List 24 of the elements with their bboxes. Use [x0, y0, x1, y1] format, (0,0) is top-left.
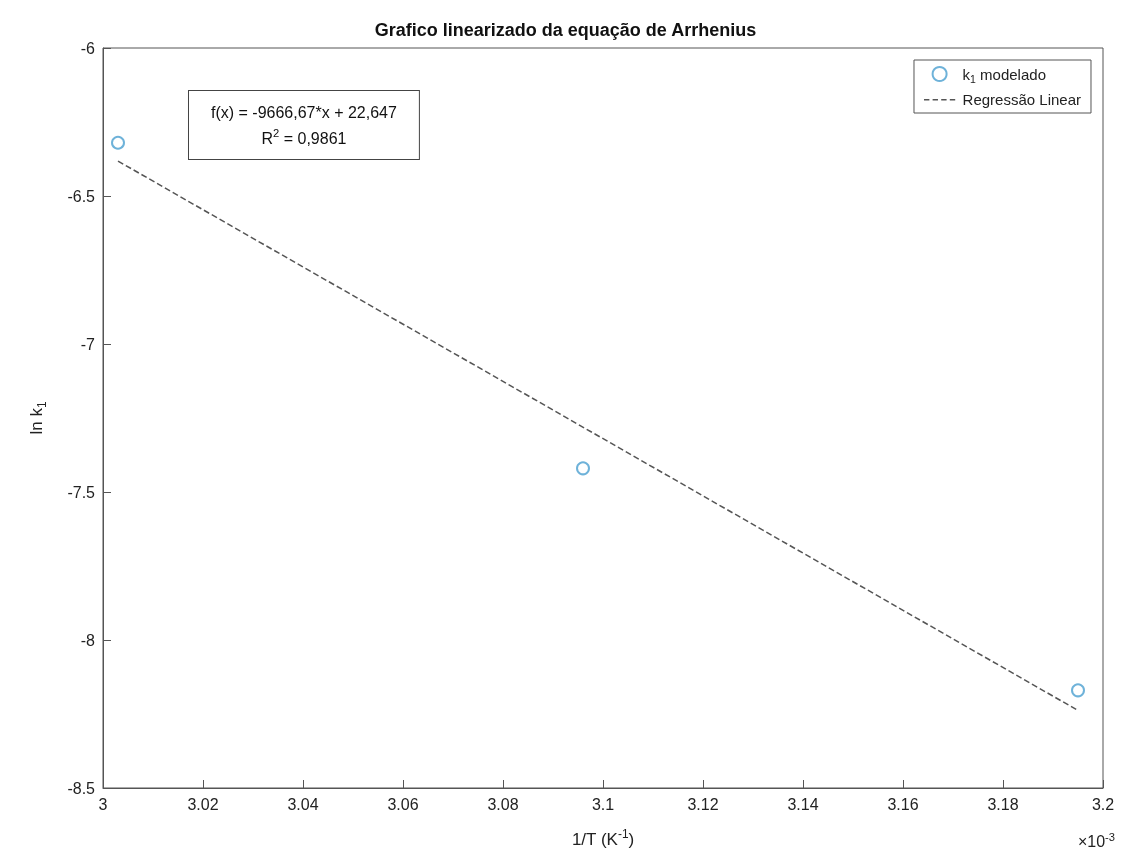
- annotation: f(x) = -9666,67*x + 22,647: [211, 103, 397, 121]
- x-tick-label: 3.12: [687, 795, 719, 813]
- x-tick-label: 3: [98, 795, 108, 813]
- x-tick-label: 3.02: [187, 795, 219, 813]
- x-tick-label: 3.16: [887, 795, 919, 813]
- x-tick-label: 3.14: [787, 795, 819, 813]
- x-tick-label: 3.06: [387, 795, 419, 813]
- chart-title: Grafico linearizado da equação de Arrhenius: [374, 20, 757, 40]
- point: [111, 135, 125, 150]
- y-tick-label: -6.5: [67, 187, 96, 205]
- y-tick-label: -7.5: [67, 483, 96, 501]
- y-tick-label: -8.5: [67, 779, 96, 797]
- y-tick-label: -6: [80, 39, 96, 57]
- x-tick-label: 3.18: [987, 795, 1019, 813]
- x-tick-label: 3.1: [591, 795, 615, 813]
- point: [576, 461, 590, 476]
- x-tick-label: 3.2: [1091, 795, 1115, 813]
- y-tick-label: -8: [80, 631, 96, 649]
- x-tick-label: 3.04: [287, 795, 319, 813]
- x-tick-label: 3.08: [487, 795, 519, 813]
- y-tick-label: -7: [80, 335, 96, 353]
- y-axis-title: ln k1: [27, 401, 49, 435]
- point: [1071, 683, 1085, 698]
- legend-label: Regressão Linear: [962, 91, 1081, 108]
